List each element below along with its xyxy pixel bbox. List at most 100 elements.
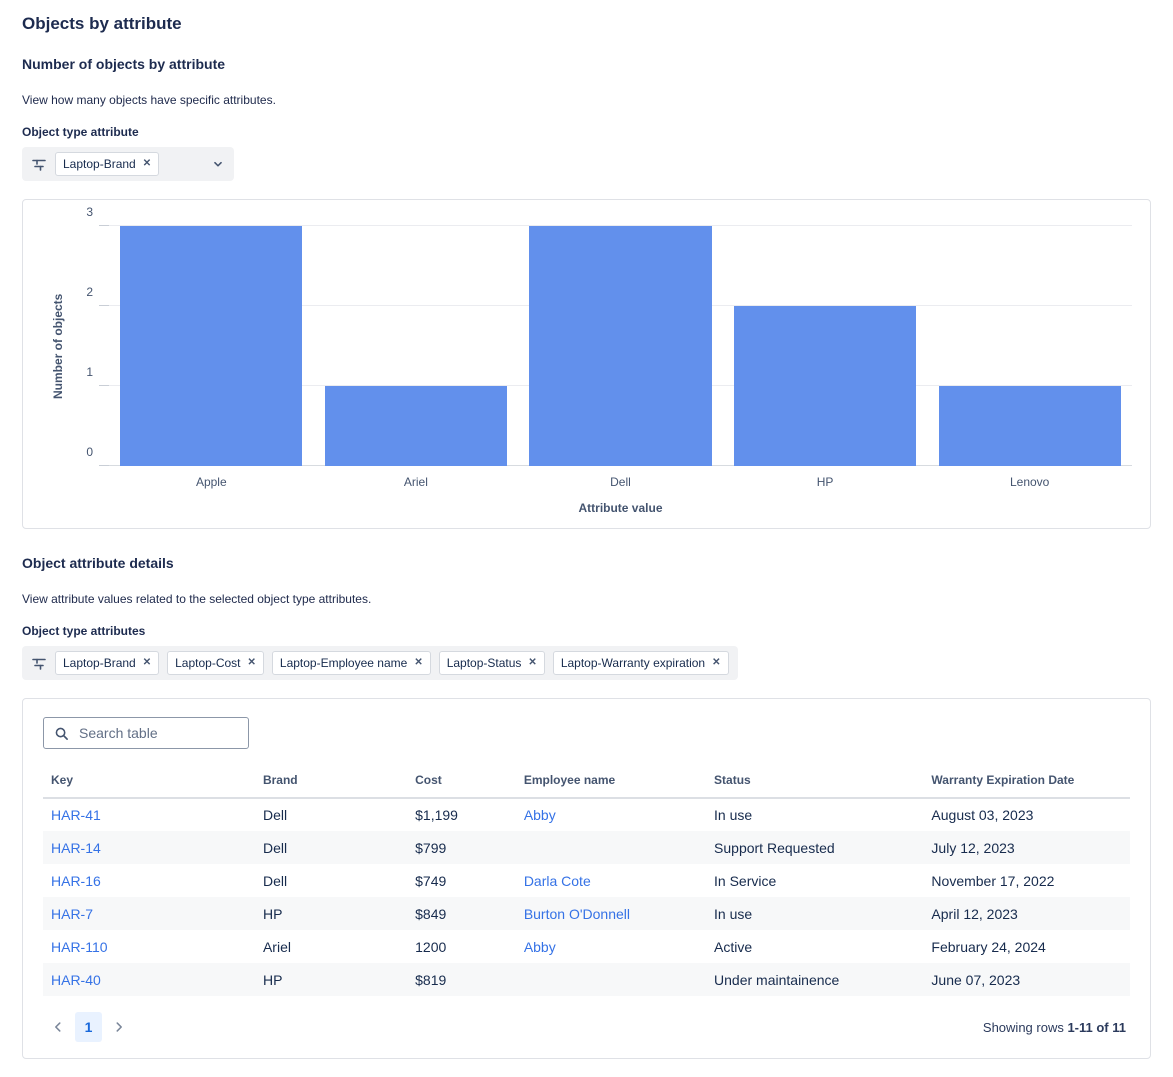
status-cell: Under maintainence (714, 971, 840, 988)
filter-icon (31, 655, 47, 671)
pagination-prev-button[interactable] (47, 1016, 69, 1038)
object-type-attributes-select[interactable]: Laptop-Brand ✕ Laptop-Cost ✕ Laptop-Employee… (22, 646, 738, 680)
y-tick-label: 1 (86, 365, 93, 380)
brand-cell: HP (262, 971, 283, 988)
column-header: Warranty Expiration Date (923, 767, 1130, 799)
search-icon (54, 726, 69, 741)
object-type-attributes-label: Object type attributes (22, 624, 146, 638)
brand-cell: HP (262, 905, 283, 922)
cost-cell: 1200 (415, 938, 447, 955)
object-key-link[interactable]: HAR-7 (51, 905, 94, 922)
warranty-cell: April 12, 2023 (931, 905, 1018, 922)
filter-icon (31, 156, 47, 172)
table-row: HAR-14 Dell $799 Support Requested July 12, … (43, 831, 1130, 864)
y-axis-tick (99, 465, 109, 466)
employee-link[interactable]: Burton O'Donnell (523, 905, 630, 922)
brand-cell: Dell (262, 872, 288, 889)
cost-cell: $799 (415, 839, 447, 856)
page-title: Objects by attribute (22, 14, 182, 33)
filter-tag: Laptop-Status ✕ (438, 651, 545, 675)
filter-tag-label: Laptop-Warranty expiration (560, 656, 706, 670)
key-cell: HAR-7 (43, 897, 255, 930)
object-type-attribute-label: Object type attribute (22, 125, 139, 139)
y-axis-title: Number of objects (51, 293, 65, 399)
filter-tag: Laptop-Employee name ✕ (271, 651, 431, 675)
cost-cell: $1,199 (415, 807, 458, 823)
pagination-page-1[interactable]: 1 (75, 1012, 102, 1042)
bar-slot (723, 226, 928, 466)
employee-link[interactable]: Abby (523, 938, 556, 955)
brand-cell: Dell (262, 807, 288, 823)
object-key-link[interactable]: HAR-110 (51, 938, 108, 955)
employee-cell: Darla Cote (516, 864, 706, 897)
column-header: Brand (254, 767, 408, 799)
bar-hp (734, 306, 917, 466)
object-key-link[interactable]: HAR-41 (51, 807, 101, 823)
column-header: Employee name (515, 767, 707, 799)
table-row: HAR-110 Ariel 1200 Abby Active February 24, 2… (43, 930, 1130, 963)
brand-cell: Dell (262, 839, 288, 856)
remove-tag-icon[interactable]: ✕ (414, 657, 423, 668)
chevron-down-icon[interactable] (211, 157, 225, 171)
pagination-next-button[interactable] (108, 1016, 130, 1038)
key-cell: HAR-40 (43, 963, 255, 996)
remove-tag-icon[interactable]: ✕ (142, 657, 152, 668)
x-tick-label: Apple (195, 475, 227, 489)
key-cell: HAR-41 (43, 798, 255, 831)
bars-container (109, 226, 1132, 466)
warranty-cell: February 24, 2024 (931, 938, 1046, 955)
employee-cell: Abby (516, 798, 706, 831)
y-axis-tick (99, 225, 109, 226)
warranty-cell: November 17, 2022 (931, 872, 1055, 889)
object-type-attribute-select[interactable]: Laptop-Brand ✕ (22, 147, 234, 181)
bar-dell (529, 226, 712, 466)
chart-section-description: View how many objects have specific attr… (22, 93, 276, 107)
details-section-description: View attribute values related to the sel… (22, 592, 372, 606)
employee-cell (516, 831, 706, 864)
bar-apple (120, 226, 303, 466)
x-tick-label: Lenovo (1009, 475, 1050, 489)
details-section: Object attribute details View attribute … (22, 555, 1151, 1059)
column-header: Status (706, 767, 924, 799)
employee-link[interactable]: Darla Cote (523, 872, 591, 889)
filter-tag-label: Laptop-Brand (63, 656, 136, 670)
y-axis-tick (99, 305, 109, 307)
object-key-link[interactable]: HAR-40 (51, 971, 101, 988)
key-cell: HAR-14 (43, 831, 255, 864)
warranty-cell: August 03, 2023 (931, 807, 1034, 823)
cost-cell: $749 (415, 872, 447, 889)
cost-cell: $819 (415, 971, 447, 988)
row-count-summary: Showing rows 1-11 of 11 (983, 1020, 1126, 1035)
remove-tag-icon[interactable]: ✕ (247, 657, 256, 668)
column-header: Cost (407, 767, 516, 799)
bar-chart: Number of objects 0 1 2 3 Apple Ariel Dell HP L… (41, 205, 1132, 515)
table-search (43, 717, 249, 749)
y-tick-label: 3 (86, 205, 93, 219)
remove-tag-icon[interactable]: ✕ (712, 657, 721, 668)
object-key-link[interactable]: HAR-16 (51, 872, 101, 889)
pagination: 1 (47, 1012, 130, 1042)
table-row: HAR-41 Dell $1,199 Abby In use August 03, 202… (43, 798, 1130, 831)
y-axis-tick (99, 385, 109, 387)
chart-section: Number of objects by attribute View how … (22, 56, 1151, 529)
filter-control-content: Laptop-Brand ✕ (31, 152, 160, 176)
status-cell: Active (714, 938, 753, 955)
details-section-heading: Object attribute details (22, 555, 174, 571)
filter-tag-label: Laptop-Employee name (279, 656, 408, 670)
remove-tag-icon[interactable]: ✕ (528, 657, 537, 668)
chart-plot-area: 0 1 2 3 (86, 205, 1132, 466)
bar-slot (314, 226, 519, 466)
remove-tag-icon[interactable]: ✕ (142, 158, 152, 169)
filter-tag-label: Laptop-Brand (63, 157, 136, 171)
employee-link[interactable]: Abby (523, 807, 556, 823)
table-search-input[interactable] (77, 724, 238, 742)
status-cell: In use (714, 807, 753, 823)
employee-cell (516, 963, 706, 996)
status-cell: Support Requested (714, 839, 835, 856)
filter-tag: Laptop-Cost ✕ (167, 651, 264, 675)
object-key-link[interactable]: HAR-14 (51, 839, 101, 856)
employee-cell: Burton O'Donnell (516, 897, 706, 930)
x-tick-label: Ariel (403, 475, 428, 489)
